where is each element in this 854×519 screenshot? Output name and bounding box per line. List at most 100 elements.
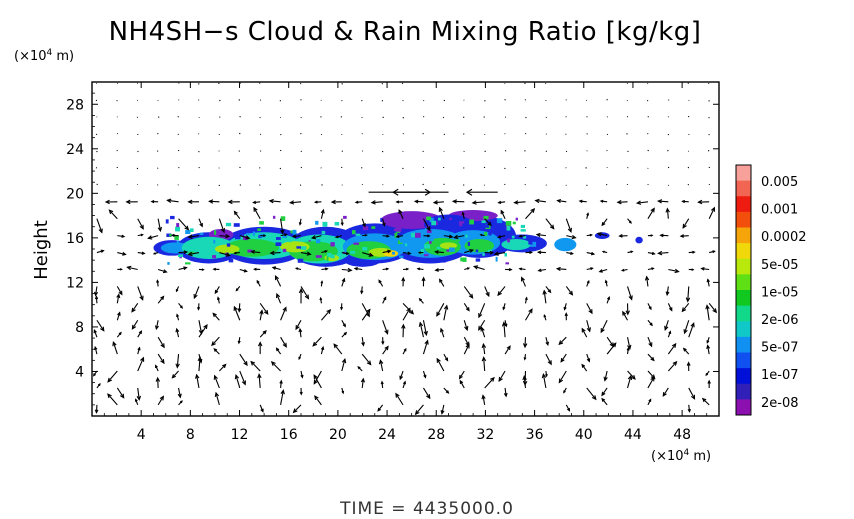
wind-vector: [340, 218, 344, 227]
wind-vector: [319, 296, 323, 304]
wind-vector: [687, 166, 690, 169]
wind-vector: [560, 353, 567, 363]
wind-vector: [94, 295, 99, 304]
cloud-cell: [292, 229, 297, 235]
cloud-cell: [355, 233, 361, 236]
wind-vector: [464, 248, 475, 254]
colorbar-swatch: [736, 258, 751, 275]
wind-vector: [117, 268, 123, 271]
wind-vector: [353, 267, 363, 271]
wind-vector: [668, 268, 680, 274]
time-readout: TIME = 4435000.0: [339, 499, 514, 519]
cloud-cell: [411, 232, 417, 238]
wind-vector: [298, 218, 302, 226]
wind-vector: [461, 211, 465, 219]
wind-vector: [239, 115, 241, 118]
wind-vector: [558, 336, 567, 346]
wind-vector: [504, 345, 511, 355]
x-tick-label: 12: [231, 427, 249, 443]
wind-vector: [280, 336, 287, 348]
wind-vector: [706, 337, 710, 344]
wind-vector: [276, 292, 282, 304]
wind-vector: [413, 199, 424, 204]
wind-vector: [603, 370, 608, 382]
wind-vector: [198, 353, 203, 364]
wind-vector: [422, 370, 427, 379]
cloud-cell: [247, 249, 253, 253]
wind-vector: [606, 133, 609, 136]
wind-vector: [214, 391, 220, 406]
wind-vector: [274, 275, 282, 287]
cloud-cell: [226, 243, 231, 247]
wind-vector: [157, 268, 168, 274]
wind-vector: [627, 370, 636, 380]
wind-vector: [382, 249, 392, 254]
wind-vector: [341, 319, 346, 328]
wind-vector: [465, 188, 498, 196]
cloud-cell: [240, 230, 245, 236]
wind-vector: [117, 251, 127, 256]
cloud-cell: [321, 230, 326, 235]
wind-vector: [646, 99, 649, 102]
wind-vector: [606, 336, 615, 348]
wind-vector: [361, 353, 372, 366]
wind-vector: [440, 327, 445, 338]
wind-vector: [647, 207, 655, 220]
wind-vector: [157, 353, 165, 365]
cloud-cell: [475, 249, 479, 253]
wind-vector: [96, 382, 101, 389]
wind-vector: [137, 286, 144, 301]
wind-vector: [484, 250, 495, 255]
wind-vector: [601, 397, 608, 406]
cloud-cell: [398, 255, 404, 259]
wind-vector: [578, 199, 587, 203]
colorbar-swatch: [736, 211, 751, 228]
colorbar-label: 0.0002: [761, 230, 807, 245]
cloud-cell: [635, 236, 643, 244]
colorbar-label: 5e-05: [761, 258, 799, 273]
cloud-cell: [507, 238, 510, 243]
wind-vector: [147, 235, 159, 240]
wind-vector: [320, 280, 324, 287]
cloud-cell: [429, 217, 434, 223]
wind-vector: [484, 376, 495, 389]
wind-vector: [667, 166, 670, 169]
cloud-cell: [404, 243, 408, 247]
wind-vector: [399, 370, 404, 381]
wind-vector: [417, 251, 424, 254]
cloud-cell: [290, 230, 293, 234]
wind-vector: [520, 276, 526, 287]
colorbar-swatch: [736, 196, 751, 213]
wind-vector: [647, 267, 655, 271]
x-tick-label: 28: [427, 427, 445, 443]
cloud-cell: [434, 221, 438, 225]
wind-vector: [398, 209, 404, 219]
wind-vector: [253, 206, 261, 219]
wind-vector: [300, 370, 304, 379]
wind-vector: [175, 286, 180, 293]
wind-vector: [300, 251, 312, 256]
wind-vector: [647, 370, 656, 380]
wind-vector: [378, 279, 384, 287]
wind-vector: [233, 251, 240, 255]
wind-vector: [314, 395, 322, 406]
wind-vector: [95, 133, 98, 136]
colorbar-swatch: [736, 336, 751, 353]
cloud-cell: [315, 239, 321, 244]
wind-vector: [422, 150, 424, 153]
cloud-cell: [426, 229, 432, 234]
cloud-cell: [179, 256, 182, 259]
wind-vector: [341, 277, 346, 287]
wind-vector: [178, 302, 184, 309]
cloud-cell: [554, 237, 577, 252]
cloud-cell: [391, 251, 395, 255]
wind-vector: [178, 250, 189, 255]
wind-vector: [627, 286, 633, 301]
wind-vector: [545, 286, 552, 294]
wind-vector: [341, 357, 347, 372]
cloud-cell: [297, 258, 304, 263]
wind-vector: [108, 209, 118, 220]
wind-vector: [361, 303, 370, 318]
y-tick-label: 24: [66, 142, 84, 158]
wind-vector: [504, 320, 508, 328]
